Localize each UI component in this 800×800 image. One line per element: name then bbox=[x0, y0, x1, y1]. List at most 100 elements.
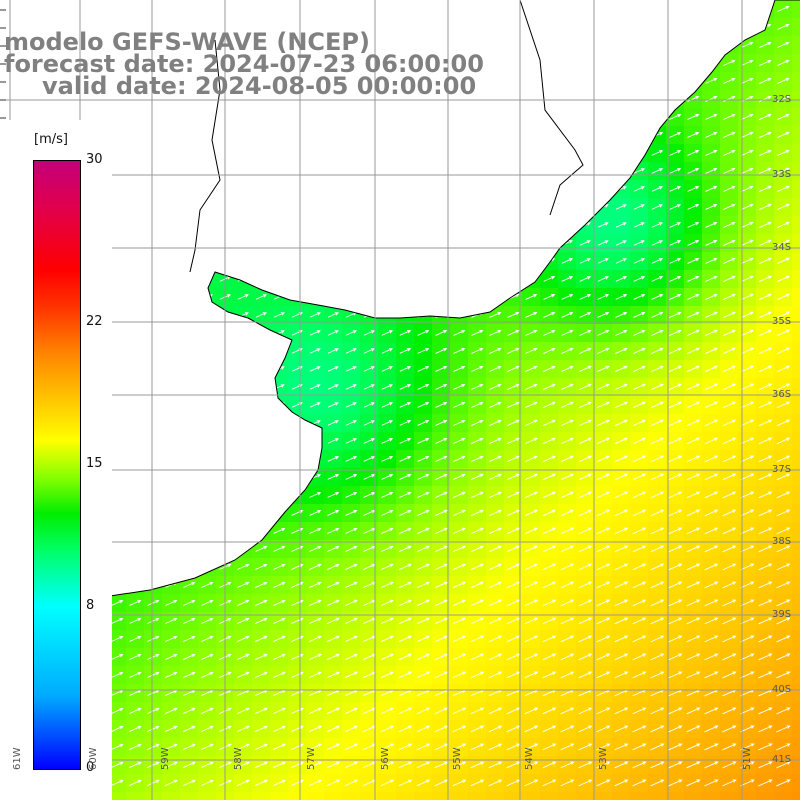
wind-cell bbox=[252, 486, 271, 505]
wind-arrow bbox=[578, 563, 592, 571]
wind-arrow-head bbox=[515, 78, 520, 82]
wind-arrow-head bbox=[425, 545, 430, 550]
wind-cell bbox=[198, 540, 217, 559]
wind-arrow bbox=[615, 132, 627, 138]
wind-arrow-head bbox=[515, 437, 520, 442]
wind-arrow-head bbox=[732, 563, 737, 567]
wind-arrow bbox=[543, 24, 555, 30]
wind-cell bbox=[306, 162, 325, 181]
wind-arrow-head bbox=[551, 527, 556, 532]
wind-arrow bbox=[615, 240, 627, 246]
wind-arrow bbox=[542, 545, 556, 553]
wind-arrow-head bbox=[640, 204, 645, 208]
wind-arrow bbox=[434, 545, 448, 553]
wind-arrow-head bbox=[371, 186, 376, 190]
wind-cell bbox=[198, 288, 217, 307]
wind-cell bbox=[198, 0, 217, 19]
wind-arrow bbox=[327, 186, 339, 192]
wind-arrow-head bbox=[515, 60, 520, 64]
wind-arrow-head bbox=[407, 186, 412, 190]
wind-arrow bbox=[687, 78, 699, 84]
wind-arrow-head bbox=[352, 114, 358, 118]
wind-arrow-head bbox=[244, 294, 249, 298]
wind-arrow bbox=[758, 437, 772, 445]
wind-arrow bbox=[561, 204, 573, 210]
wind-arrow bbox=[704, 419, 718, 427]
wind-cell bbox=[720, 18, 739, 37]
wind-arrow-head bbox=[695, 23, 700, 28]
wind-arrow bbox=[255, 150, 267, 156]
wind-arrow bbox=[615, 222, 627, 228]
wind-arrow bbox=[596, 581, 610, 589]
wind-arrow-head bbox=[551, 473, 556, 478]
wind-arrow bbox=[309, 600, 321, 606]
wind-arrow-head bbox=[389, 438, 394, 442]
wind-arrow bbox=[380, 599, 394, 607]
wind-arrow bbox=[22, 78, 32, 84]
wind-arrow bbox=[525, 6, 537, 12]
wind-cell bbox=[792, 486, 800, 505]
wind-arrow bbox=[345, 330, 357, 336]
wind-arrow bbox=[578, 491, 592, 499]
wind-arrow bbox=[76, 6, 86, 12]
wind-arrow-head bbox=[551, 509, 556, 514]
wind-arrow-head bbox=[226, 330, 231, 334]
wind-cell bbox=[198, 504, 217, 523]
wind-arrow-head bbox=[371, 222, 376, 226]
wind-arrow-head bbox=[244, 6, 249, 10]
wind-arrow-head bbox=[209, 545, 214, 550]
wind-arrow bbox=[597, 78, 609, 84]
wind-arrow bbox=[273, 438, 285, 444]
wind-arrow-head bbox=[713, 5, 718, 10]
wind-arrow bbox=[201, 222, 213, 228]
wind-arrow bbox=[776, 419, 790, 427]
wind-arrow-head bbox=[154, 276, 159, 280]
wind-arrow-head bbox=[118, 420, 124, 424]
wind-arrow bbox=[363, 402, 375, 408]
wind-arrow bbox=[453, 24, 465, 30]
wind-arrow-head bbox=[208, 168, 213, 172]
wind-arrow-head bbox=[460, 6, 466, 10]
wind-arrow bbox=[524, 527, 538, 535]
wind-arrow bbox=[489, 348, 501, 354]
wind-arrow-head bbox=[262, 240, 268, 244]
wind-arrow-head bbox=[479, 78, 484, 82]
wind-arrow bbox=[363, 438, 375, 444]
wind-arrow bbox=[741, 132, 753, 138]
wind-arrow bbox=[417, 528, 429, 534]
wind-arrow bbox=[524, 581, 538, 589]
wind-arrow bbox=[740, 401, 754, 409]
wind-cell bbox=[126, 558, 145, 577]
wind-arrow bbox=[453, 132, 465, 138]
wind-cell bbox=[342, 126, 361, 145]
wind-arrow bbox=[705, 78, 717, 84]
wind-arrow-head bbox=[208, 402, 214, 406]
wind-arrow bbox=[434, 563, 448, 571]
wind-arrow-head bbox=[568, 150, 574, 154]
wind-arrow-head bbox=[424, 24, 429, 28]
wind-cell bbox=[342, 108, 361, 127]
wind-cell bbox=[486, 144, 505, 163]
wind-arrow-head bbox=[443, 275, 448, 280]
wind-arrow bbox=[632, 545, 646, 553]
wind-arrow bbox=[381, 204, 393, 210]
wind-arrow bbox=[686, 437, 700, 445]
wind-arrow-head bbox=[280, 240, 286, 244]
wind-cell bbox=[162, 450, 181, 469]
wind-arrow bbox=[309, 528, 321, 534]
wind-arrow-head bbox=[479, 221, 484, 226]
wind-arrow bbox=[758, 347, 772, 355]
wind-arrow bbox=[686, 365, 700, 373]
wind-arrow bbox=[561, 258, 573, 264]
wind-arrow bbox=[651, 114, 663, 120]
wind-arrow-head bbox=[640, 222, 645, 226]
wind-arrow-head bbox=[155, 474, 160, 478]
wind-arrow-head bbox=[641, 113, 646, 118]
wind-arrow-head bbox=[118, 6, 123, 10]
wind-arrow-head bbox=[461, 257, 466, 262]
wind-arrow bbox=[507, 96, 519, 102]
wind-arrow-head bbox=[461, 186, 466, 190]
wind-arrow bbox=[507, 366, 519, 372]
wind-arrow-head bbox=[371, 276, 376, 280]
wind-arrow-head bbox=[731, 59, 736, 64]
